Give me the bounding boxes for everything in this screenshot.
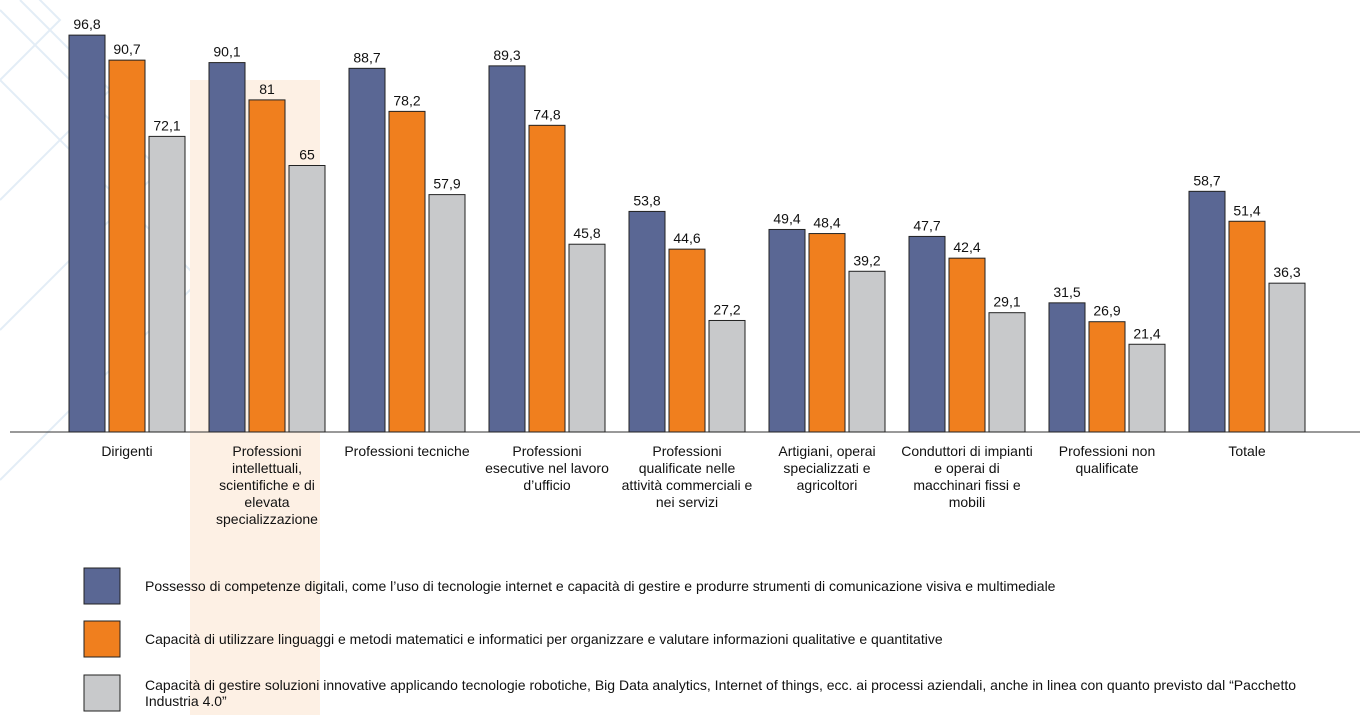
bar bbox=[1048, 302, 1086, 433]
bar bbox=[1228, 220, 1266, 433]
data-label: 21,4 bbox=[1133, 325, 1160, 341]
data-label: 53,8 bbox=[633, 192, 660, 208]
data-label: 48,4 bbox=[813, 215, 840, 231]
bar bbox=[848, 270, 886, 433]
data-label: 88,7 bbox=[353, 49, 380, 65]
bar bbox=[108, 59, 146, 433]
data-label: 45,8 bbox=[573, 225, 600, 241]
bar bbox=[1088, 321, 1126, 433]
data-label: 27,2 bbox=[713, 301, 740, 317]
bar bbox=[248, 99, 286, 433]
data-label: 78,2 bbox=[393, 92, 420, 108]
data-label: 47,7 bbox=[913, 217, 940, 233]
data-label: 65 bbox=[299, 147, 315, 163]
data-label: 36,3 bbox=[1273, 264, 1300, 280]
data-label: 90,7 bbox=[113, 41, 140, 57]
bar bbox=[568, 243, 606, 433]
x-tick-label: Artigiani, operai specializzati e agrico… bbox=[778, 443, 876, 493]
bar bbox=[528, 124, 566, 433]
x-tick-label: Professioni tecniche bbox=[344, 443, 470, 459]
data-label: 57,9 bbox=[433, 176, 460, 192]
bar bbox=[988, 312, 1026, 433]
legend-label: Capacità di utilizzare linguaggi e metod… bbox=[145, 631, 943, 647]
x-tick-label: Professioni non qualificate bbox=[1058, 443, 1156, 476]
bar bbox=[768, 228, 806, 433]
bar bbox=[668, 248, 706, 433]
bar bbox=[68, 34, 106, 433]
bar bbox=[1128, 343, 1166, 433]
x-tick-label: Professioni intellettuali, scientifiche … bbox=[216, 443, 318, 527]
data-label: 39,2 bbox=[853, 252, 880, 268]
x-tick-label: Dirigenti bbox=[101, 443, 153, 459]
x-tick-label: Professioni esecutive nel lavoro d’uffic… bbox=[485, 443, 609, 493]
legend-swatch bbox=[83, 567, 121, 605]
data-label: 44,6 bbox=[673, 230, 700, 246]
x-tick-label: Conduttori di impianti e operai di macch… bbox=[901, 443, 1033, 510]
bar bbox=[148, 135, 186, 433]
data-label: 26,9 bbox=[1093, 303, 1120, 319]
x-tick-label: Professioni qualificate nelle attività c… bbox=[621, 443, 753, 510]
bar bbox=[628, 210, 666, 433]
data-label: 31,5 bbox=[1053, 284, 1080, 300]
bar bbox=[428, 194, 466, 433]
data-label: 74,8 bbox=[533, 106, 560, 122]
bar bbox=[488, 65, 526, 433]
data-label: 96,8 bbox=[73, 16, 100, 32]
bar bbox=[288, 165, 326, 433]
x-tick-label: Totale bbox=[1228, 443, 1266, 459]
data-label: 90,1 bbox=[213, 44, 240, 60]
legend-label: Possesso di competenze digitali, come l’… bbox=[145, 578, 1056, 594]
data-label: 58,7 bbox=[1193, 172, 1220, 188]
data-label: 51,4 bbox=[1233, 202, 1260, 218]
data-label: 29,1 bbox=[993, 294, 1020, 310]
bar bbox=[908, 235, 946, 433]
data-label: 89,3 bbox=[493, 47, 520, 63]
data-label: 72,1 bbox=[153, 117, 180, 133]
legend-swatch bbox=[83, 620, 121, 658]
data-label: 81 bbox=[259, 81, 275, 97]
bar bbox=[1188, 190, 1226, 433]
bar bbox=[708, 319, 746, 433]
bar bbox=[388, 110, 426, 433]
legend-label: Capacità di gestire soluzioni innovative… bbox=[145, 677, 1297, 709]
legend-swatch bbox=[83, 674, 121, 712]
bar bbox=[948, 257, 986, 433]
data-label: 49,4 bbox=[773, 210, 800, 226]
bar bbox=[348, 67, 386, 433]
bar bbox=[808, 233, 846, 433]
bar bbox=[208, 62, 246, 433]
data-label: 42,4 bbox=[953, 239, 980, 255]
bar bbox=[1268, 282, 1306, 433]
